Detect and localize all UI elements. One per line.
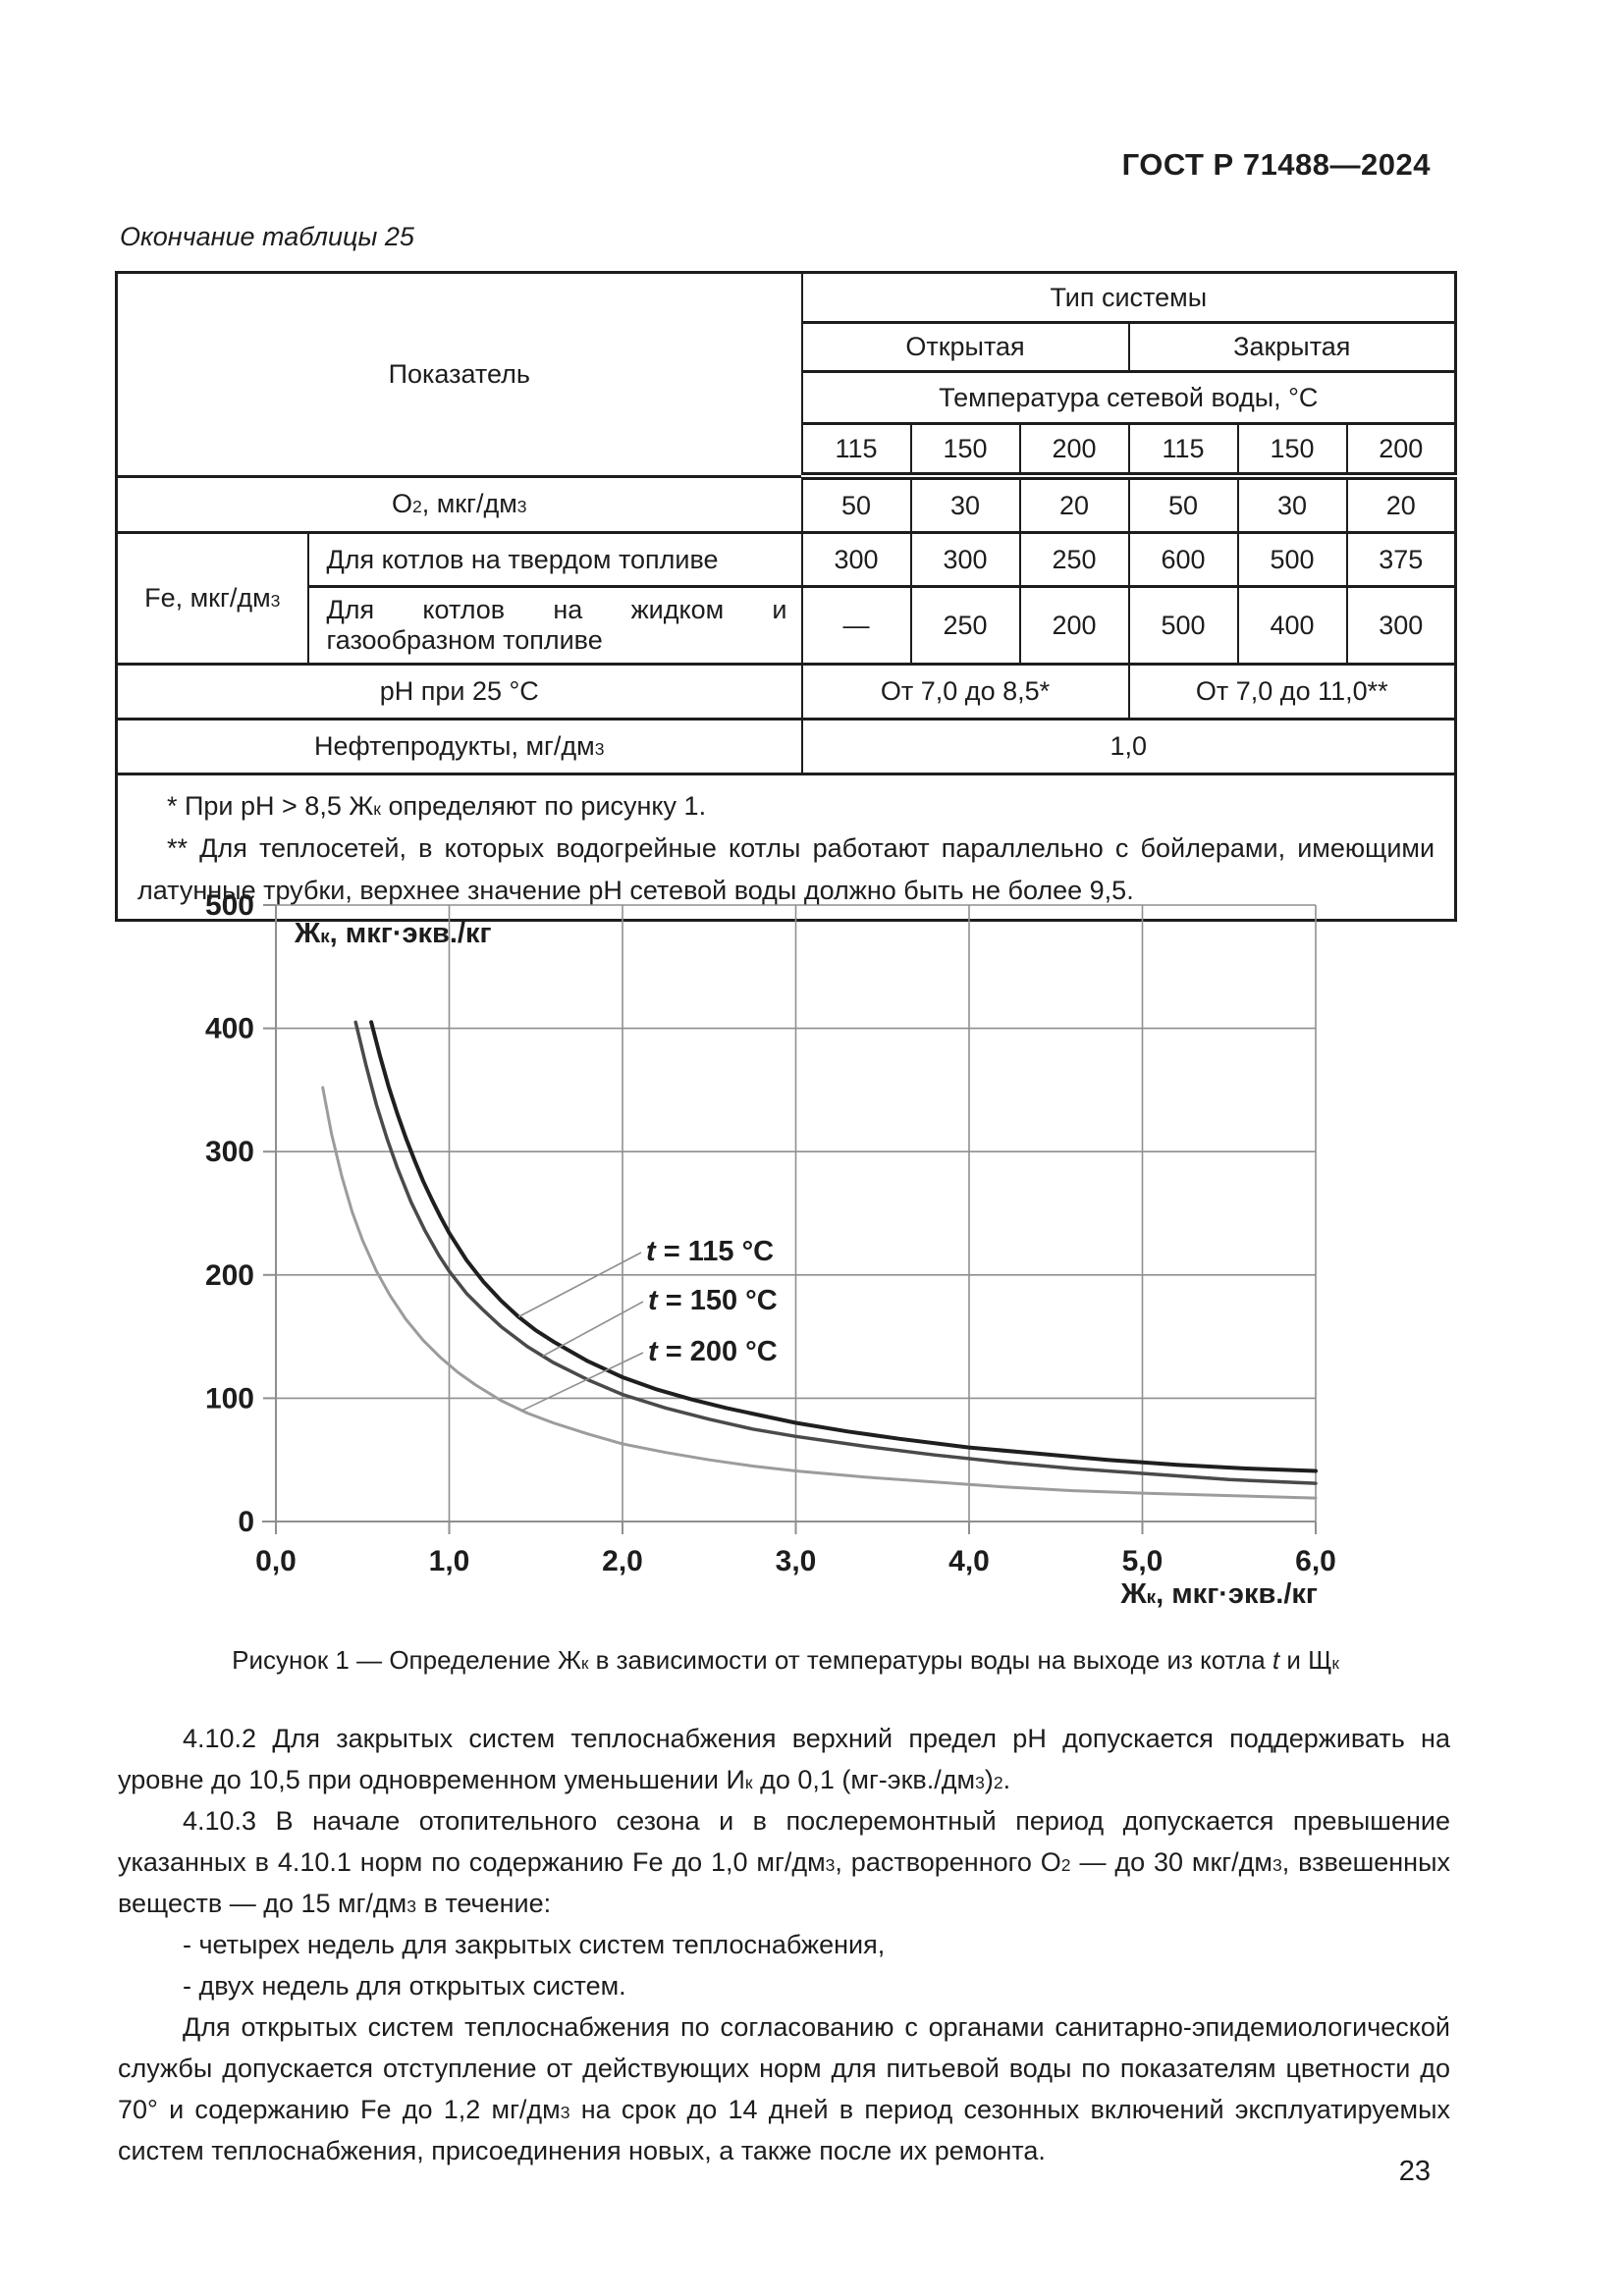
curve — [369, 1020, 1318, 1473]
svg-text:3,0: 3,0 — [776, 1545, 817, 1577]
row-label-o2: О2, мкг/дм3 — [115, 474, 803, 534]
table-header-row-system-type: Показатель Тип системы — [115, 271, 1457, 478]
y-axis-unit-label: Жк, мкг·экв./кг — [295, 918, 492, 949]
row-label-fe: Fe, мкг/дм3 — [115, 531, 309, 666]
paragraph: 4.10.3 В начале отопительного сезона и в… — [118, 1806, 1450, 1918]
header-cell-pokazatel: Показатель — [115, 271, 803, 478]
header-cell-temperatura: Температура сетевой воды, °С — [800, 370, 1457, 425]
cell-ph-closed: От 7,0 до 11,0** — [1127, 663, 1457, 721]
svg-text:100: 100 — [205, 1382, 254, 1415]
curve — [321, 1086, 1318, 1500]
svg-text:500: 500 — [205, 889, 254, 922]
row-sublabel-fe-liquid-gas: Для котлов на жидком и газообразном топл… — [306, 585, 803, 666]
table-cell: 300 — [909, 531, 1021, 588]
table-cell: 500 — [1127, 585, 1239, 666]
paragraph: Для открытых систем теплоснабжения по со… — [118, 2012, 1451, 2165]
body-text: 4.10.2 Для закрытых систем теплоснабжени… — [118, 1718, 1450, 2171]
svg-text:0: 0 — [238, 1506, 254, 1538]
figure-1-caption: Рисунок 1 — Определение Жк в зависимости… — [232, 1645, 1339, 1675]
document-standard-number: ГОСТ Р 71488—2024 — [1121, 147, 1431, 182]
table-cell: 300 — [1345, 585, 1457, 666]
table-cell: 20 — [1345, 474, 1457, 534]
svg-text:0,0: 0,0 — [255, 1545, 297, 1577]
row-sublabel-fe-solid: Для котлов на твердом топливе — [306, 531, 803, 588]
table-25: Показатель Тип системы Открытая Закрытая… — [115, 271, 1458, 922]
table-continuation-caption: Окончание таблицы 25 — [120, 222, 414, 251]
header-cell-otkrytaya: Открытая — [800, 321, 1130, 373]
paragraph: 4.10.2 Для закрытых систем теплоснабжени… — [118, 1724, 1450, 1794]
table-row-footnotes: * При pH > 8,5 Жк определяют по рисунку … — [115, 773, 1457, 922]
footnote-single-asterisk: * При pH > 8,5 Жк определяют по рисунку … — [167, 791, 707, 821]
table-cell: — — [800, 585, 912, 666]
cell-ph-open: От 7,0 до 8,5* — [800, 663, 1130, 721]
curve-label: t = 115 °C — [646, 1236, 775, 1267]
table-row-ph: pH при 25 °С От 7,0 до 8,5* От 7,0 до 11… — [115, 663, 1457, 721]
curve-label: t = 150 °C — [648, 1285, 778, 1316]
table-cell: 250 — [1018, 531, 1130, 588]
table-cell: 250 — [909, 585, 1021, 666]
figure-1-chart: 0 100 200 300 400 500 0,0 1,0 2,0 3,0 4,0 5,0 6,0 — [205, 889, 1336, 1577]
table-row-oil-products: Нефтепродукты, мг/дм3 1,0 — [115, 718, 1457, 775]
list-item: - четырех недель для закрытых систем теп… — [183, 1930, 886, 1959]
page-number: 23 — [1398, 2156, 1431, 2187]
tick-labels: 0 100 200 300 400 500 0,0 1,0 2,0 3,0 4,0 5,0 6,0 — [205, 889, 1336, 1577]
table-row-fe-solid-fuel: Fe, мкг/дм3 Для котлов на твердом топлив… — [115, 531, 1457, 666]
header-tick-cell: 200 — [1018, 422, 1130, 480]
table-cell: 600 — [1127, 531, 1239, 588]
svg-text:300: 300 — [205, 1136, 254, 1168]
table-cell: 50 — [800, 474, 912, 534]
table-cell: 400 — [1236, 585, 1348, 666]
table-cell: 375 — [1345, 531, 1457, 588]
header-cell-zakrytaya: Закрытая — [1127, 321, 1457, 373]
row-label-ph: pH при 25 °С — [115, 663, 803, 721]
table-cell: 500 — [1236, 531, 1348, 588]
grid-lines — [275, 904, 1317, 1522]
svg-text:5,0: 5,0 — [1122, 1545, 1164, 1577]
header-tick-cell: 115 — [1127, 422, 1239, 480]
table-cell: 30 — [1236, 474, 1348, 534]
table-cell: 30 — [909, 474, 1021, 534]
svg-text:6,0: 6,0 — [1295, 1545, 1336, 1577]
label-leader-lines — [517, 1252, 644, 1412]
table-header-row-open-closed: Открытая Закрытая — [117, 321, 1457, 373]
svg-text:2,0: 2,0 — [602, 1545, 643, 1577]
axes-and-ticks — [262, 904, 1317, 1534]
row-label-neft: Нефтепродукты, мг/дм3 — [115, 718, 803, 775]
curve — [353, 1020, 1318, 1485]
header-tick-cell: 115 — [800, 422, 912, 480]
header-cell-tip-sistemy: Тип системы — [800, 271, 1457, 324]
table-header-row-ticks: 115 150 200 115 150 200 — [117, 422, 1457, 480]
table-cell: 20 — [1018, 474, 1130, 534]
table-row-fe-liquid-gas-fuel: Для котлов на жидком и газообразном топл… — [117, 585, 1457, 666]
list-item: - двух недель для открытых систем. — [183, 1971, 626, 2001]
svg-text:1,0: 1,0 — [429, 1545, 470, 1577]
footnote-double-asterisk: ** Для теплосетей, в которых водогрейные… — [137, 833, 1435, 905]
temperature-curves — [321, 1020, 1318, 1500]
curve-label: t = 200 °C — [648, 1336, 778, 1367]
header-tick-cell: 150 — [1236, 422, 1348, 480]
cell-neft-value: 1,0 — [800, 718, 1457, 775]
header-tick-cell: 150 — [909, 422, 1021, 480]
table-header-row-temperature: Температура сетевой воды, °С — [117, 370, 1457, 425]
table-row-oxygen: О2, мкг/дм3 50 30 20 50 30 20 — [115, 474, 1457, 534]
table-cell: 50 — [1127, 474, 1239, 534]
table-cell: 200 — [1018, 585, 1130, 666]
header-tick-cell: 200 — [1345, 422, 1457, 480]
svg-text:400: 400 — [205, 1013, 254, 1045]
table-cell: 300 — [800, 531, 912, 588]
x-axis-unit-label: Жк, мкг·экв./кг — [1120, 1578, 1318, 1610]
table-footnotes-cell: * При pH > 8,5 Жк определяют по рисунку … — [115, 773, 1457, 922]
svg-text:4,0: 4,0 — [948, 1545, 990, 1577]
svg-text:200: 200 — [205, 1259, 254, 1292]
